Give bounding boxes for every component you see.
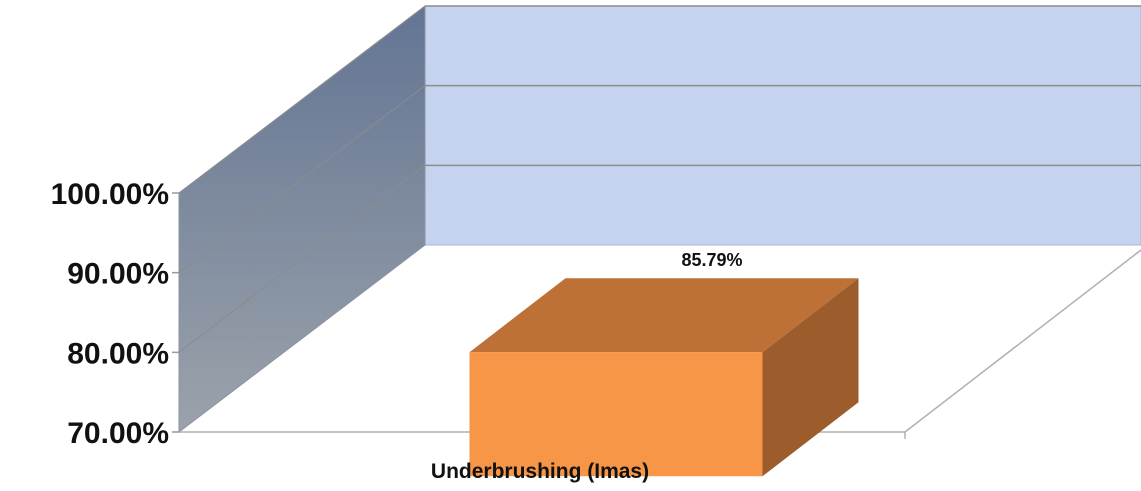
bar bbox=[469, 352, 763, 477]
gridline-side bbox=[178, 85, 426, 274]
y-tick-label: 100.00% bbox=[51, 178, 169, 211]
bars bbox=[469, 278, 859, 477]
y-axis: 70.00% 80.00% 90.00% 100.00% bbox=[51, 178, 179, 450]
side-wall bbox=[178, 4, 426, 434]
bar-data-label: 85.79% bbox=[681, 250, 742, 270]
back-wall bbox=[424, 5, 1141, 246]
bar-top bbox=[469, 278, 859, 353]
gridline-side bbox=[178, 5, 426, 194]
y-tick-label: 90.00% bbox=[67, 258, 169, 291]
x-category-label: Underbrushing (Imas) bbox=[431, 460, 649, 483]
gridline-side bbox=[178, 164, 426, 353]
gridlines bbox=[178, 5, 1141, 353]
floor-right-edge bbox=[904, 249, 1141, 433]
y-tick-label: 80.00% bbox=[67, 337, 169, 370]
bar-side bbox=[762, 278, 859, 477]
y-tick-label: 70.00% bbox=[67, 417, 169, 450]
